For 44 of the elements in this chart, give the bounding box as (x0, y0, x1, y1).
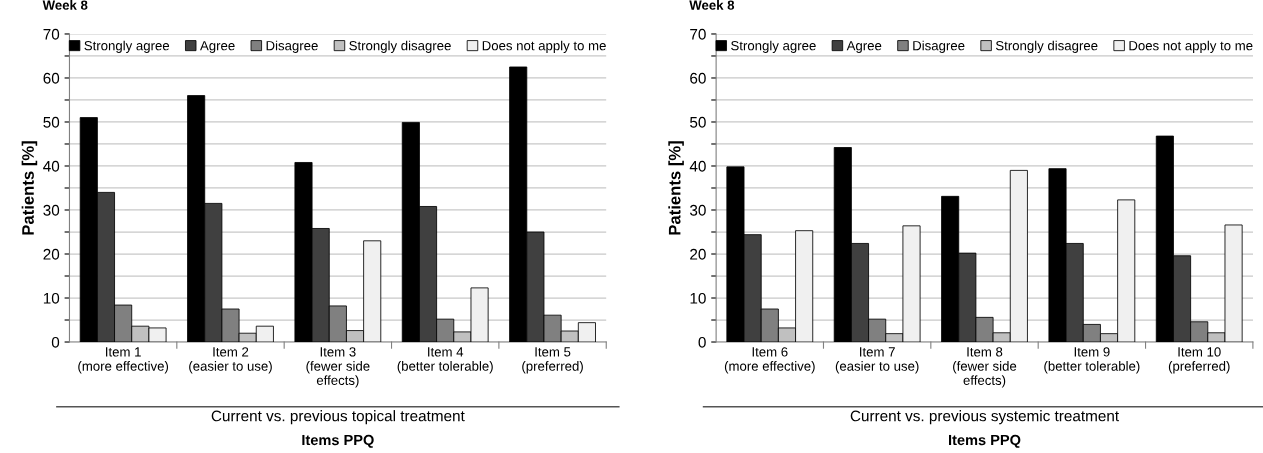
text: Current vs. previous topical treatment (211, 410, 465, 425)
x-tick-label: Item 6 (more effective) (724, 347, 815, 374)
legend-label: Strongly agree (731, 40, 816, 53)
y-tick-label: 30 (43, 204, 60, 216)
legend-label: Does not apply to me (1129, 40, 1253, 53)
x-axis-title: Items PPQ (949, 434, 1021, 448)
x-tick-label: Item 10 (preferred) (1168, 347, 1230, 374)
y-tick-label: 20 (690, 248, 706, 260)
legend-label: Does not apply to me (482, 40, 606, 53)
y-tick-label: 10 (43, 292, 60, 304)
y-tick-label: 0 (698, 336, 706, 348)
y-axis-title: Patients [%] (21, 141, 38, 235)
y-tick-label: 60 (43, 72, 60, 84)
legend-label: Strongly disagree (995, 40, 1098, 53)
y-tick-label: 50 (43, 116, 60, 128)
x-tick-label: Item 8 (fewer side effects) (953, 347, 1017, 388)
x-tick-label: Item 3 (fewer side effects) (306, 347, 370, 388)
text: Current vs. previous systemic treatment (850, 410, 1119, 425)
chart-title: Week 8 (689, 0, 735, 10)
y-tick-label: 20 (43, 248, 60, 260)
y-tick-label: 30 (689, 204, 706, 216)
y-tick-label: 60 (690, 72, 706, 84)
y-tick-label: 40 (43, 160, 60, 172)
y-tick-label: 50 (690, 116, 706, 128)
legend-label: Agree (200, 41, 235, 53)
legend-label: Strongly disagree (349, 40, 451, 53)
x-tick-label: Item 7 (easier to use) (835, 347, 919, 374)
x-tick-label: Item 1 (more effective) (78, 347, 169, 374)
legend-label: Disagree (913, 40, 965, 53)
x-tick-label: Item 9 (better tolerable) (1044, 347, 1140, 374)
y-tick-label: 0 (51, 336, 60, 348)
x-tick-label: Item 5 (preferred) (522, 347, 583, 374)
y-tick-label: 70 (690, 28, 706, 40)
x-tick-label: Item 4 (better tolerable) (397, 347, 493, 374)
x-axis-title: Items PPQ (302, 434, 374, 448)
y-axis-title: Patients [%] (668, 141, 684, 235)
x-tick-label: Item 2 (easier to use) (189, 347, 272, 374)
y-tick-label: 70 (43, 28, 60, 40)
chart-title: Week 8 (42, 0, 88, 10)
legend-label: Disagree (266, 40, 318, 53)
y-tick-label: 10 (690, 292, 706, 304)
legend-label: Agree (846, 41, 882, 53)
legend-label: Strongly agree (84, 40, 170, 53)
y-tick-label: 40 (689, 160, 706, 172)
